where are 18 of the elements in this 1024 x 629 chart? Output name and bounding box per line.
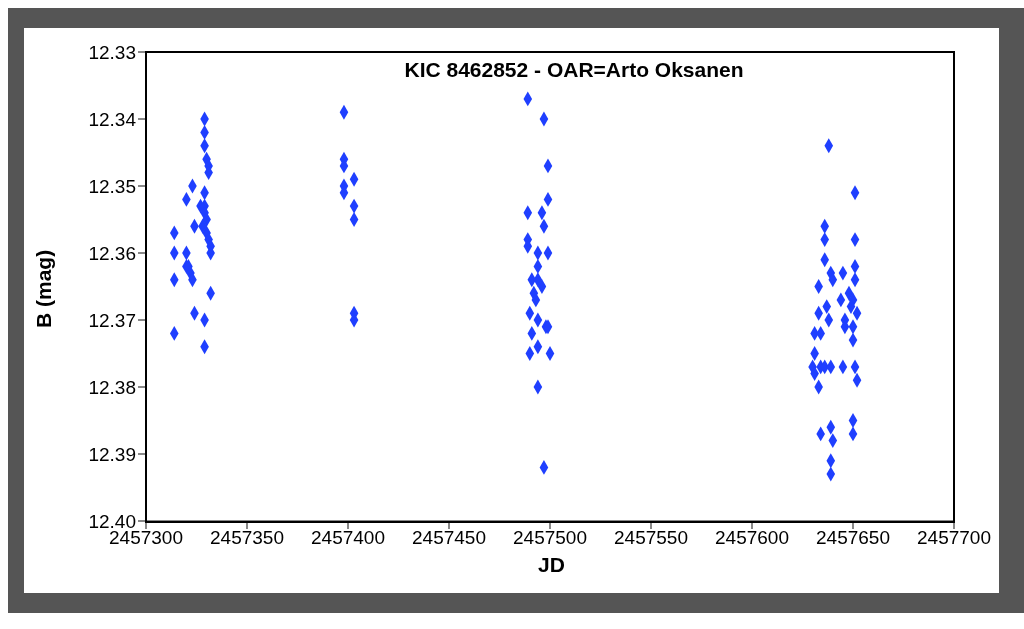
y-tick-label: 12.33: [88, 41, 136, 63]
x-tick-label: 2457500: [513, 527, 587, 549]
y-tick-label: 12.39: [88, 443, 136, 465]
y-axis-title: B (mag): [32, 249, 55, 328]
y-tick-label: 12.35: [88, 175, 136, 197]
x-tick-label: 2457650: [816, 527, 890, 549]
x-tick-label: 2457350: [210, 527, 284, 549]
x-tick-label: 2457700: [917, 527, 991, 549]
x-axis-title: JD: [537, 553, 566, 577]
chart-title: KIC 8462852 - OAR=Arto Oksanen: [403, 58, 745, 82]
x-tick-label: 2457450: [412, 527, 486, 549]
x-tick-label: 2457550: [614, 527, 688, 549]
x-tick-label: 2457400: [311, 527, 385, 549]
y-tick-label: 12.34: [88, 108, 137, 130]
y-tick-label: 12.38: [88, 376, 136, 398]
y-tick-label: 12.37: [88, 309, 136, 331]
x-tick-label: 2457600: [715, 527, 789, 549]
y-tick-label: 12.36: [88, 242, 136, 264]
